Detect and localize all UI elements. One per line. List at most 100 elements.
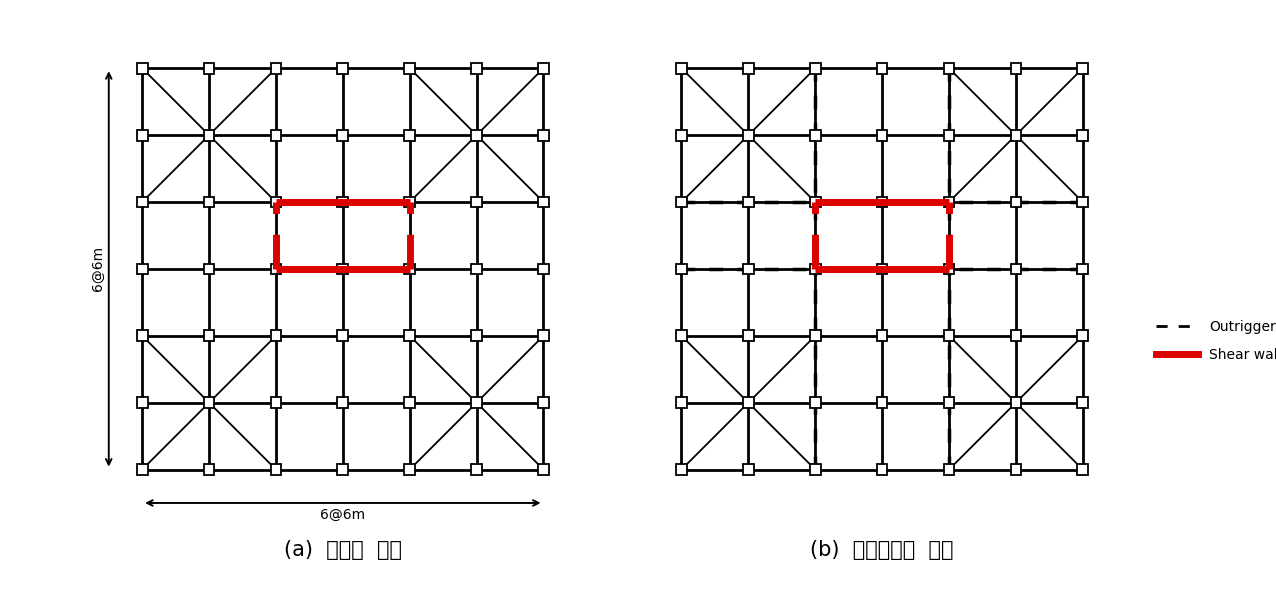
Bar	[944, 264, 954, 274]
Bar	[1011, 464, 1021, 475]
Bar	[271, 197, 281, 207]
Bar	[676, 264, 686, 274]
Bar	[1011, 197, 1021, 207]
Bar	[471, 464, 482, 475]
Bar	[743, 330, 754, 341]
Legend: Outrigger, Shear wall: Outrigger, Shear wall	[1150, 313, 1276, 369]
Bar	[471, 63, 482, 74]
Bar	[877, 330, 888, 341]
Bar	[337, 130, 348, 141]
Bar	[337, 464, 348, 475]
Bar	[204, 63, 214, 74]
Bar	[1011, 330, 1021, 341]
Bar	[471, 130, 482, 141]
Bar	[1077, 63, 1088, 74]
Bar	[137, 330, 148, 341]
Bar	[1011, 397, 1021, 408]
Bar	[877, 464, 888, 475]
Bar	[877, 130, 888, 141]
Bar	[676, 397, 686, 408]
Bar	[944, 464, 954, 475]
Bar	[877, 264, 888, 274]
Bar	[538, 464, 549, 475]
Bar	[404, 264, 415, 274]
Bar	[1077, 264, 1088, 274]
Bar	[137, 264, 148, 274]
Bar	[337, 397, 348, 408]
Text: 6@6m: 6@6m	[91, 246, 105, 291]
Bar	[944, 130, 954, 141]
Bar	[810, 330, 820, 341]
Bar	[810, 464, 820, 475]
Bar	[944, 397, 954, 408]
Bar	[337, 330, 348, 341]
Bar	[137, 130, 148, 141]
Bar	[676, 464, 686, 475]
Bar	[137, 197, 148, 207]
Bar	[676, 330, 686, 341]
Bar	[743, 264, 754, 274]
Bar	[471, 264, 482, 274]
Bar	[404, 197, 415, 207]
Bar	[337, 264, 348, 274]
Bar	[538, 264, 549, 274]
Bar	[743, 464, 754, 475]
Bar	[204, 330, 214, 341]
Bar	[1077, 397, 1088, 408]
Bar	[877, 63, 888, 74]
Bar	[944, 197, 954, 207]
Bar	[810, 130, 820, 141]
Bar	[137, 464, 148, 475]
Bar	[204, 197, 214, 207]
Bar	[1077, 130, 1088, 141]
Bar	[877, 197, 888, 207]
Text: 6@6m: 6@6m	[320, 508, 365, 522]
Bar	[271, 397, 281, 408]
Bar	[404, 130, 415, 141]
Text: (a)  기준층  평면: (a) 기준층 평면	[283, 540, 402, 560]
Bar	[810, 197, 820, 207]
Bar	[137, 397, 148, 408]
Bar	[204, 264, 214, 274]
Text: (b)  아웃리거층  평면: (b) 아웃리거층 평면	[810, 540, 954, 560]
Bar	[1077, 330, 1088, 341]
Bar	[810, 397, 820, 408]
Bar	[944, 330, 954, 341]
Bar	[271, 130, 281, 141]
Bar	[810, 264, 820, 274]
Bar	[676, 197, 686, 207]
Bar	[743, 197, 754, 207]
Bar	[404, 63, 415, 74]
Bar	[137, 63, 148, 74]
Bar	[471, 397, 482, 408]
Bar	[944, 63, 954, 74]
Bar	[404, 330, 415, 341]
Bar	[877, 397, 888, 408]
Bar	[271, 464, 281, 475]
Bar	[538, 130, 549, 141]
Bar	[471, 197, 482, 207]
Bar	[271, 63, 281, 74]
Bar	[1077, 464, 1088, 475]
Bar	[810, 63, 820, 74]
Bar	[204, 464, 214, 475]
Bar	[743, 130, 754, 141]
Bar	[337, 197, 348, 207]
Bar	[1011, 130, 1021, 141]
Bar	[204, 130, 214, 141]
Bar	[337, 63, 348, 74]
Bar	[743, 63, 754, 74]
Bar	[538, 63, 549, 74]
Bar	[404, 397, 415, 408]
Bar	[743, 397, 754, 408]
Bar	[676, 130, 686, 141]
Bar	[538, 197, 549, 207]
Bar	[1077, 197, 1088, 207]
Bar	[271, 264, 281, 274]
Bar	[204, 397, 214, 408]
Bar	[1011, 63, 1021, 74]
Bar	[271, 330, 281, 341]
Bar	[538, 330, 549, 341]
Bar	[1011, 264, 1021, 274]
Bar	[404, 464, 415, 475]
